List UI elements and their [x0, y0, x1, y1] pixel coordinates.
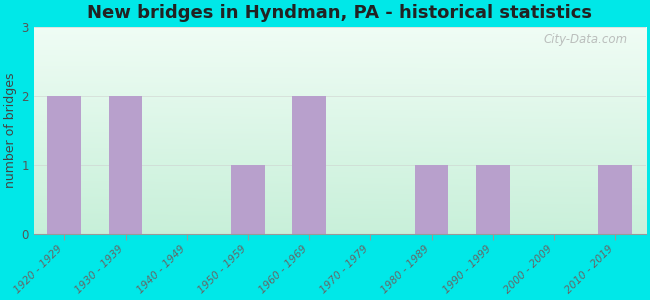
Bar — [292, 95, 326, 234]
Title: New bridges in Hyndman, PA - historical statistics: New bridges in Hyndman, PA - historical … — [87, 4, 592, 22]
Bar — [47, 95, 81, 234]
Bar — [415, 165, 448, 234]
Bar — [476, 165, 510, 234]
Bar — [109, 95, 142, 234]
Bar — [231, 165, 265, 234]
Bar — [599, 165, 632, 234]
Y-axis label: number of bridges: number of bridges — [4, 72, 17, 188]
Text: City-Data.com: City-Data.com — [543, 33, 627, 46]
